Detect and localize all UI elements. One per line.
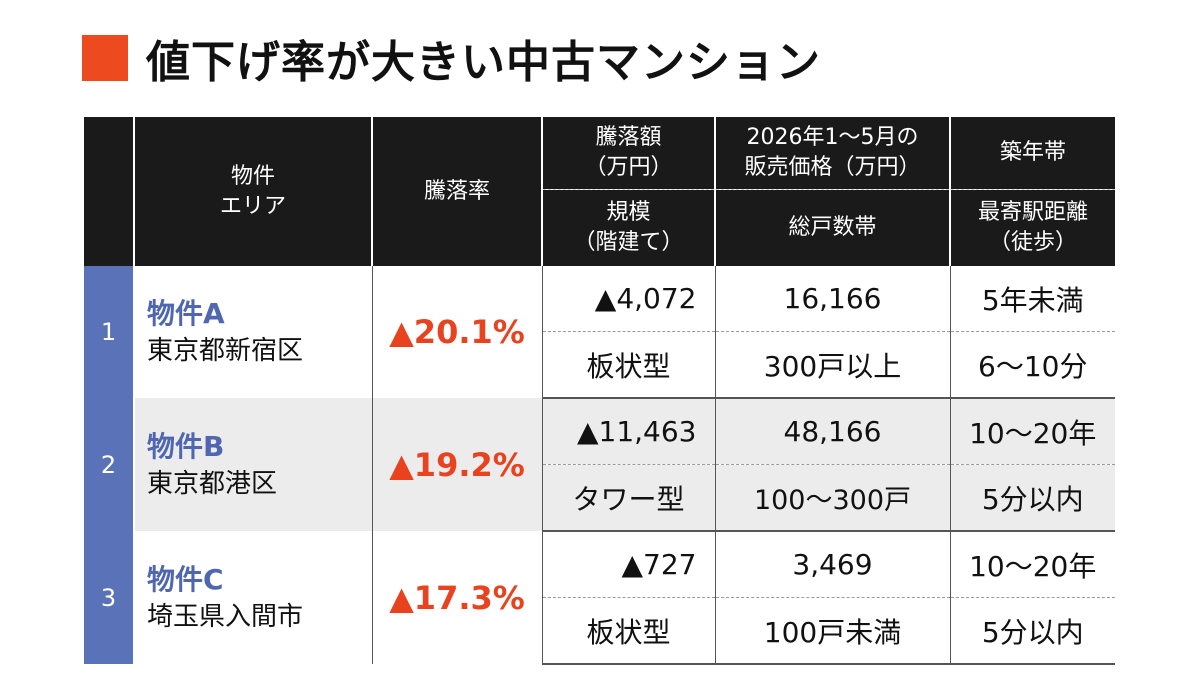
building-scale: タワー型 [542,464,716,532]
property-area: 東京都新宿区 [147,336,304,366]
rank-badge: 2 [84,398,135,531]
ranking-table: 物件 エリア 騰落率 騰落額 （万円） 2026年1～5月の 販売価格（万円） … [84,117,1115,665]
sale-price: 48,166 [715,398,951,465]
header-rank [84,117,134,266]
drop-rate: ▲17.3% [372,531,543,664]
table-header-row-bottom: 規模 （階建て） 総戸数帯 最寄駅距離 （徒歩） [84,189,1115,266]
total-units: 100～300戸 [715,464,951,532]
change-amount: ▲727 [542,531,716,598]
page-title: 値下げ率が大きい中古マンション [146,37,821,88]
header-drop-rate: 騰落率 [371,117,542,266]
total-units: 300戸以上 [715,331,951,399]
property-area: 東京都港区 [147,468,278,499]
building-age: 5年未満 [950,266,1115,332]
drop-rate: ▲20.1% [372,266,543,398]
station-distance: 5分以内 [950,597,1115,665]
header-units: 総戸数帯 [714,189,950,266]
station-distance: 5分以内 [950,464,1115,532]
property-cell: 物件A 東京都新宿区 [134,266,373,398]
table-row: 2 物件B 東京都港区 ▲19.2% ▲11,463 48,166 10～20年 [84,398,1115,531]
property-name: 物件B [147,429,225,463]
header-change-amount: 騰落額 （万円） [541,117,715,190]
header-scale: 規模 （階建て） [541,189,715,266]
header-age: 築年帯 [949,117,1115,190]
drop-rate: ▲19.2% [372,398,543,531]
property-area: 埼玉県入間市 [147,601,304,632]
table-header-row-top: 物件 エリア 騰落率 騰落額 （万円） 2026年1～5月の 販売価格（万円） … [84,117,1115,266]
rank-badge: 3 [84,531,135,664]
building-scale: 板状型 [542,331,716,399]
change-amount: ▲4,072 [542,266,716,332]
table-row: 3 物件C 埼玉県入間市 ▲17.3% ▲727 3,469 10～20年 [84,531,1115,664]
building-scale: 板状型 [542,597,716,665]
table-row: 1 物件A 東京都新宿区 ▲20.1% ▲4,072 16,166 5年未満 [84,266,1115,398]
change-amount: ▲11,463 [542,398,716,465]
header-property: 物件 エリア [133,117,372,266]
building-age: 10～20年 [950,398,1115,465]
building-age: 10～20年 [950,531,1115,598]
sale-price: 16,166 [715,266,951,332]
title-bar: 値下げ率が大きい中古マンション [82,28,821,88]
header-price: 2026年1～5月の 販売価格（万円） [714,117,950,190]
sale-price: 3,469 [715,531,951,598]
total-units: 100戸未満 [715,597,951,665]
property-name: 物件A [147,297,225,330]
property-name: 物件C [147,562,224,596]
property-cell: 物件C 埼玉県入間市 [134,531,373,664]
header-station: 最寄駅距離 （徒歩） [949,189,1115,266]
property-cell: 物件B 東京都港区 [134,398,373,531]
title-marker [82,35,128,81]
rank-badge: 1 [84,266,135,398]
station-distance: 6～10分 [950,331,1115,399]
